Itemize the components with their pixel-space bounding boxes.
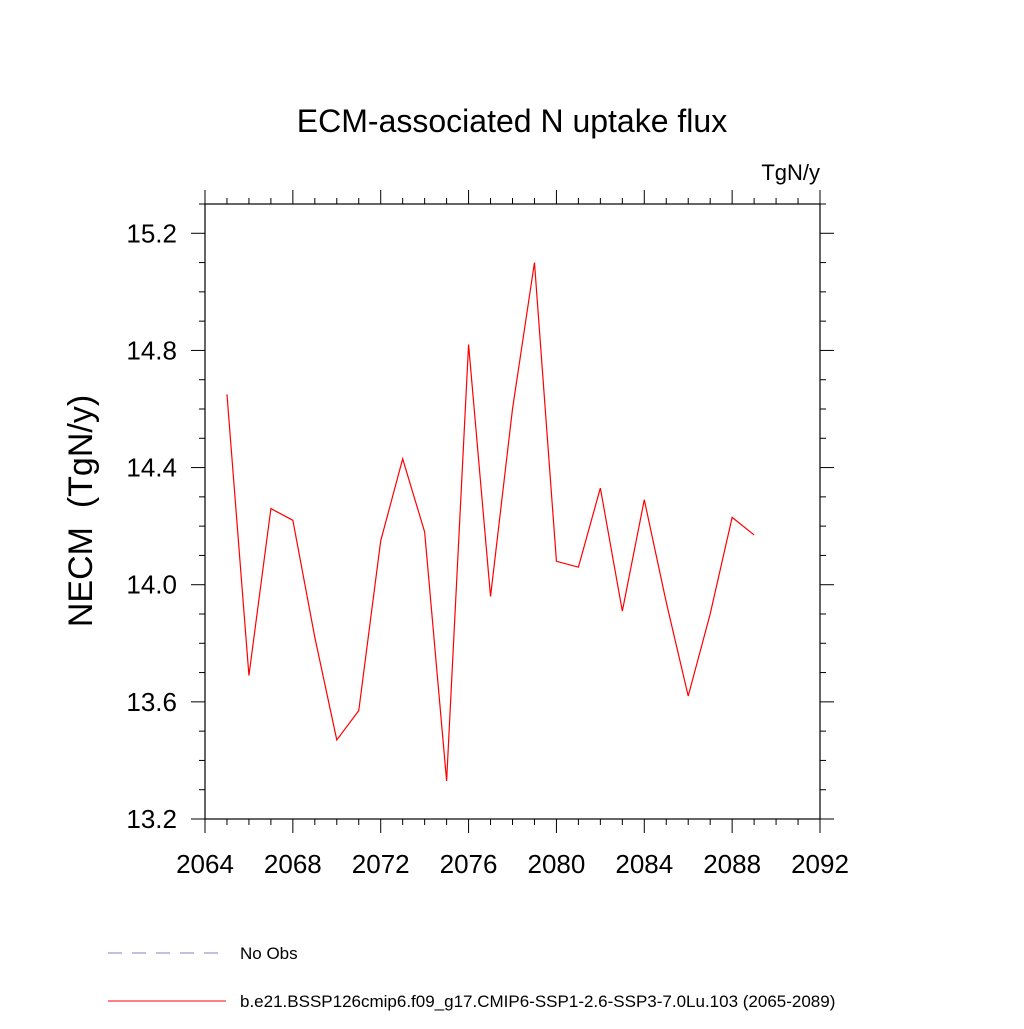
- y-tick-label: 14.0: [126, 570, 177, 600]
- y-tick-label: 13.2: [126, 804, 177, 834]
- y-axis-label: NECM (TgN/y): [62, 395, 100, 627]
- x-tick-label: 2064: [176, 849, 234, 879]
- x-tick-label: 2092: [791, 849, 849, 879]
- legend-label: No Obs: [240, 944, 298, 963]
- y-tick-label: 15.2: [126, 218, 177, 248]
- x-tick-label: 2088: [703, 849, 761, 879]
- series-line: [226, 262, 755, 781]
- x-tick-label: 2068: [264, 849, 322, 879]
- units-label: TgN/y: [761, 160, 820, 185]
- x-tick-label: 2076: [440, 849, 498, 879]
- axis-ticks: 2064 2068 2072 2076 2080 2084 2088 2092 13.2 13.6…: [126, 190, 849, 879]
- y-tick-label: 14.4: [126, 453, 177, 483]
- x-tick-label: 2080: [528, 849, 586, 879]
- legend-label: b.e21.BSSP126cmip6.f09_g17.CMIP6-SSP1-2.…: [240, 992, 835, 1011]
- chart-title: ECM-associated N uptake flux: [297, 103, 727, 139]
- plot-frame: [204, 203, 821, 820]
- x-tick-label: 2084: [615, 849, 673, 879]
- x-tick-label: 2072: [352, 849, 410, 879]
- legend: No Obs b.e21.BSSP126cmip6.f09_g17.CMIP6-S…: [108, 944, 835, 1011]
- y-tick-label: 14.8: [126, 335, 177, 365]
- series-layer: [226, 262, 755, 781]
- y-tick-label: 13.6: [126, 687, 177, 717]
